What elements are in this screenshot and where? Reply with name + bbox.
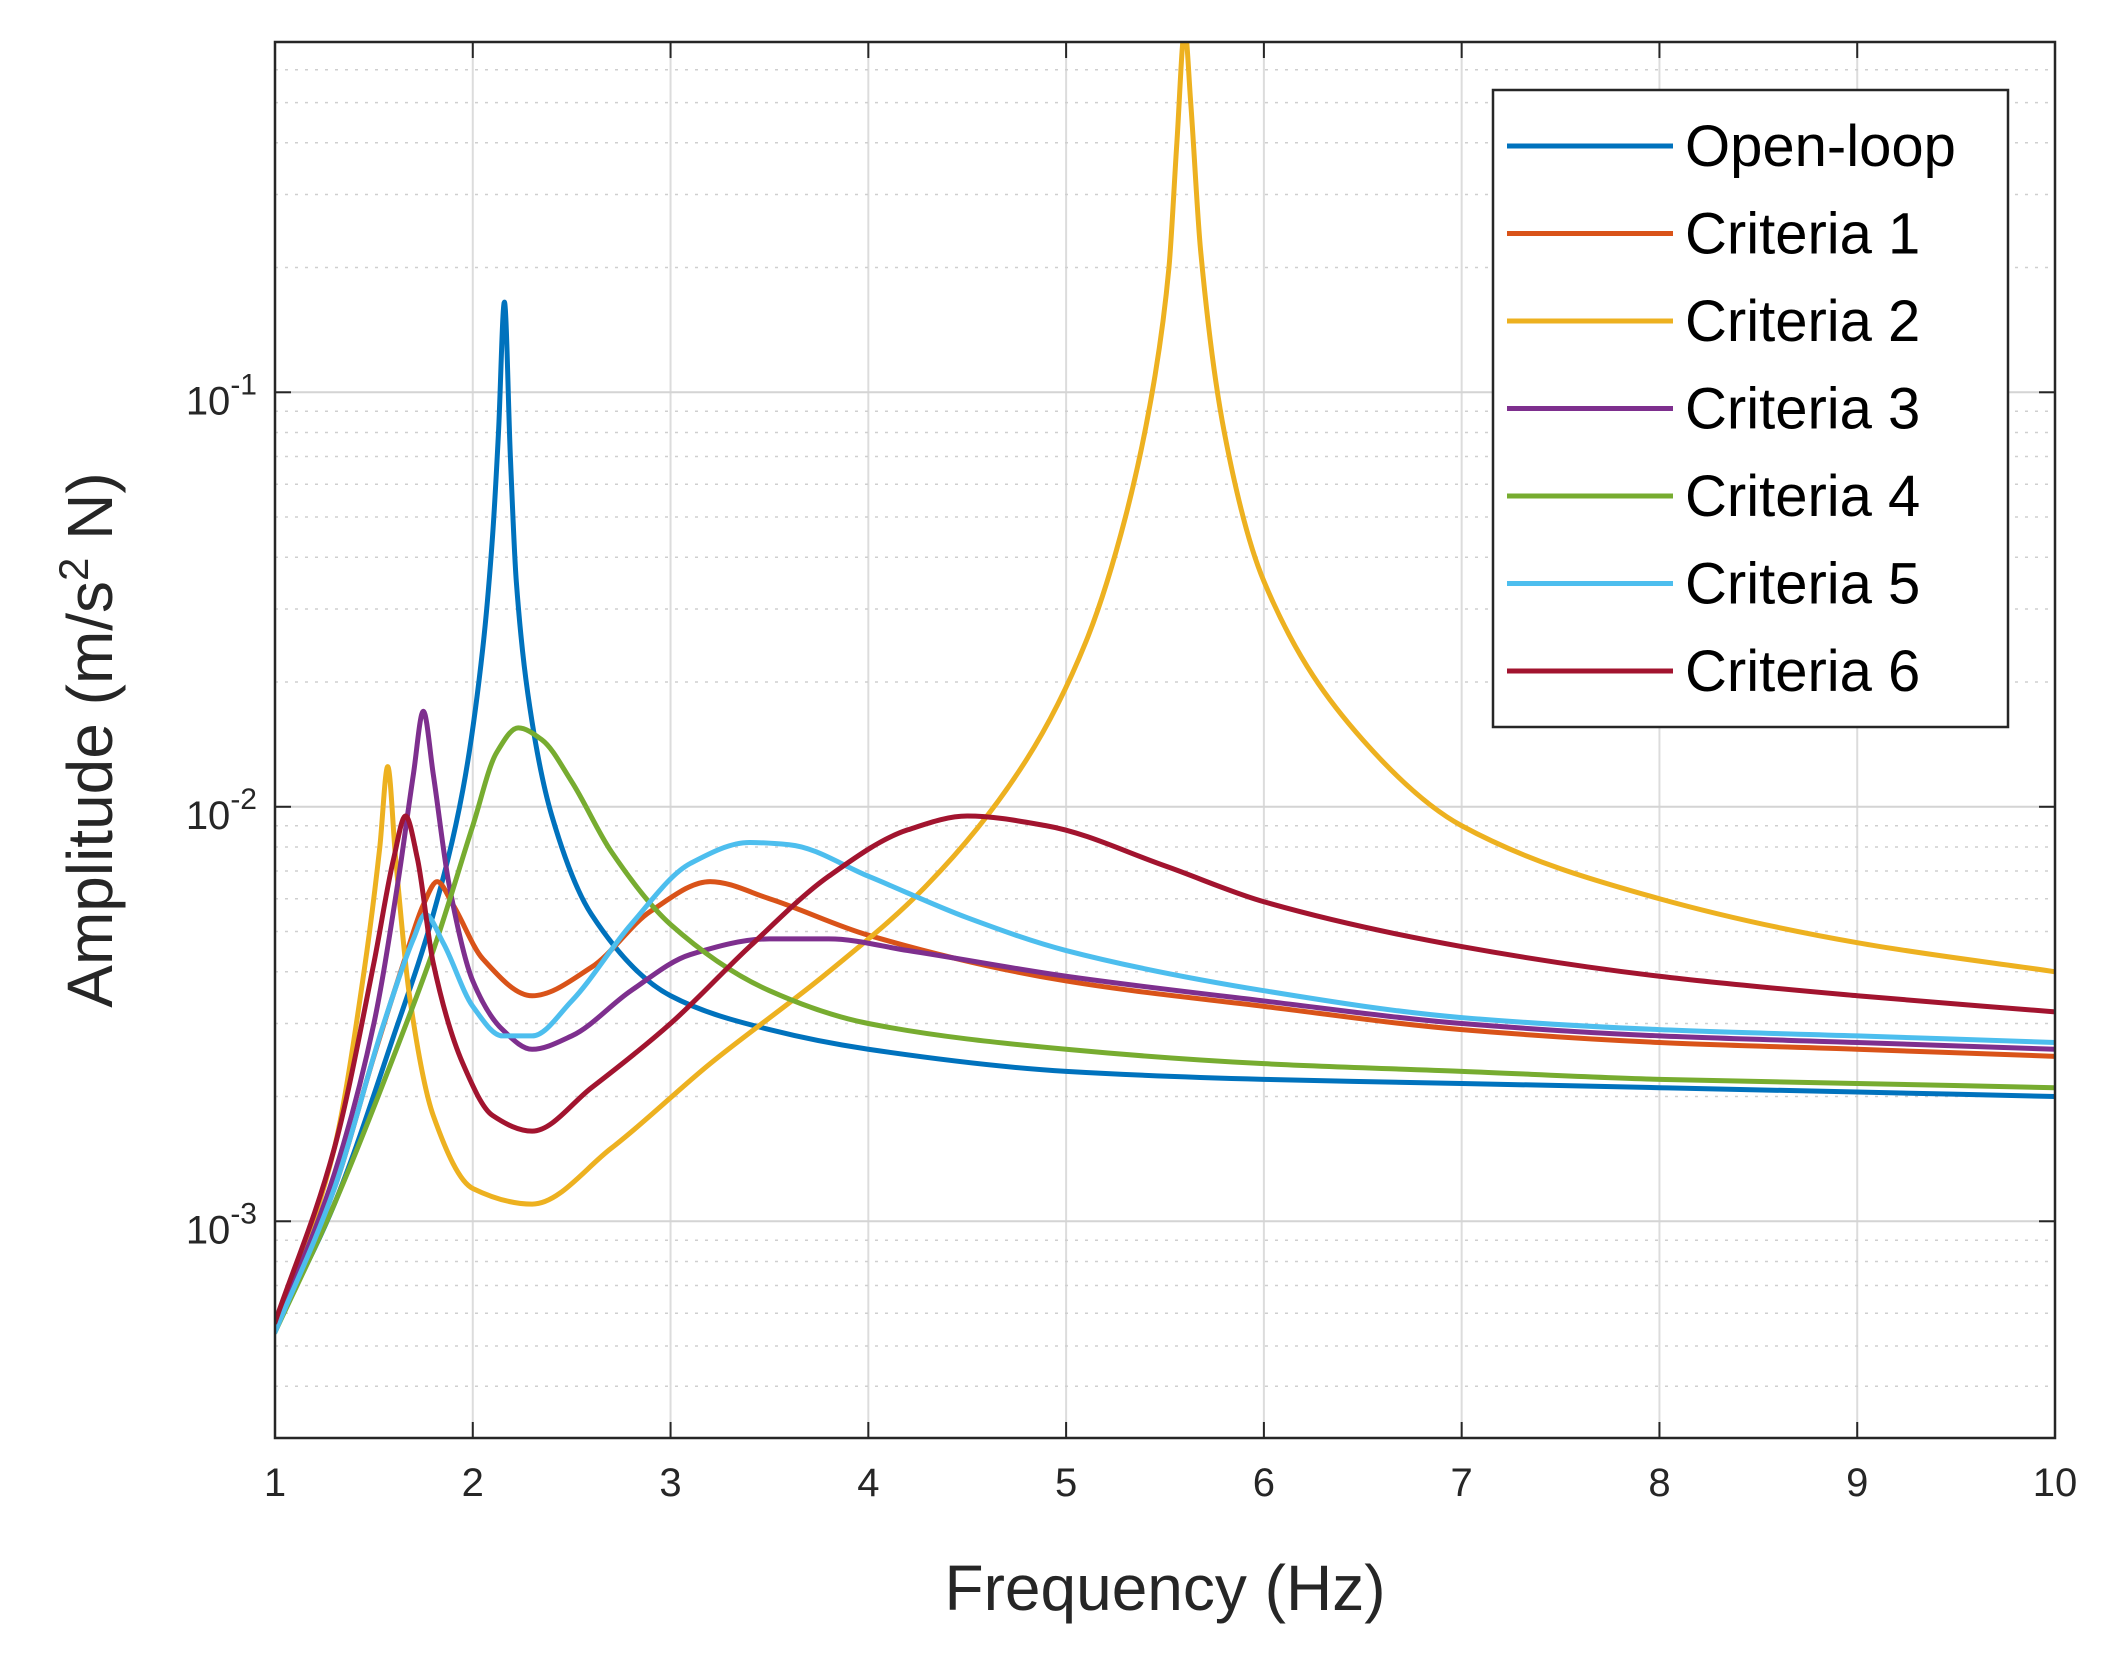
x-axis-title: Frequency (Hz): [945, 1552, 1386, 1624]
series-line-criteria-3: [275, 708, 2055, 1332]
y-axis-title-prefix: Amplitude (m/s: [54, 581, 126, 1008]
y-axis-title-superscript: 2: [50, 558, 97, 581]
x-tick-label-3: 3: [659, 1461, 681, 1505]
y-tick-label-10-3: 10-3: [186, 1197, 257, 1252]
legend: Open-loop Criteria 1 Criteria 2 Criteria 3 C…: [1491, 88, 2010, 729]
y-axis-title: Amplitude (m/s2 N): [50, 472, 126, 1007]
x-tick-label-7: 7: [1451, 1461, 1473, 1505]
x-tick-label-8: 8: [1648, 1461, 1670, 1505]
legend-label-criteria-1: Criteria 1: [1685, 202, 1920, 267]
series-line-criteria-6: [275, 813, 2055, 1325]
y-axis-title-suffix: N): [54, 472, 126, 557]
x-tick-label-10: 10: [2033, 1461, 2078, 1505]
series-line-criteria-5: [275, 840, 2055, 1335]
x-tick-label-6: 6: [1253, 1461, 1275, 1505]
x-tick-label-9: 9: [1846, 1461, 1868, 1505]
legend-label-criteria-5: Criteria 5: [1685, 552, 1920, 617]
ticks: 1 2 3 4 5 6 7 8 9 10 10-3 10-2 10-1: [186, 42, 2077, 1505]
legend-label-open-loop: Open-loop: [1685, 114, 1956, 179]
plot-frame: [273, 40, 2057, 1440]
y-tick-label-10-1: 10-1: [186, 368, 257, 423]
y-tick-label-10-2: 10-2: [186, 783, 257, 838]
legend-label-criteria-6: Criteria 6: [1685, 639, 1920, 704]
series-line-open-loop: [275, 299, 2055, 1332]
x-tick-label-5: 5: [1055, 1461, 1077, 1505]
x-tick-label-4: 4: [857, 1461, 879, 1505]
x-tick-label-2: 2: [462, 1461, 484, 1505]
legend-label-criteria-2: Criteria 2: [1685, 289, 1920, 354]
series-group: [275, 42, 2055, 1335]
legend-label-criteria-4: Criteria 4: [1685, 464, 1920, 529]
x-tick-label-1: 1: [264, 1461, 286, 1505]
legend-label-criteria-3: Criteria 3: [1685, 377, 1920, 442]
